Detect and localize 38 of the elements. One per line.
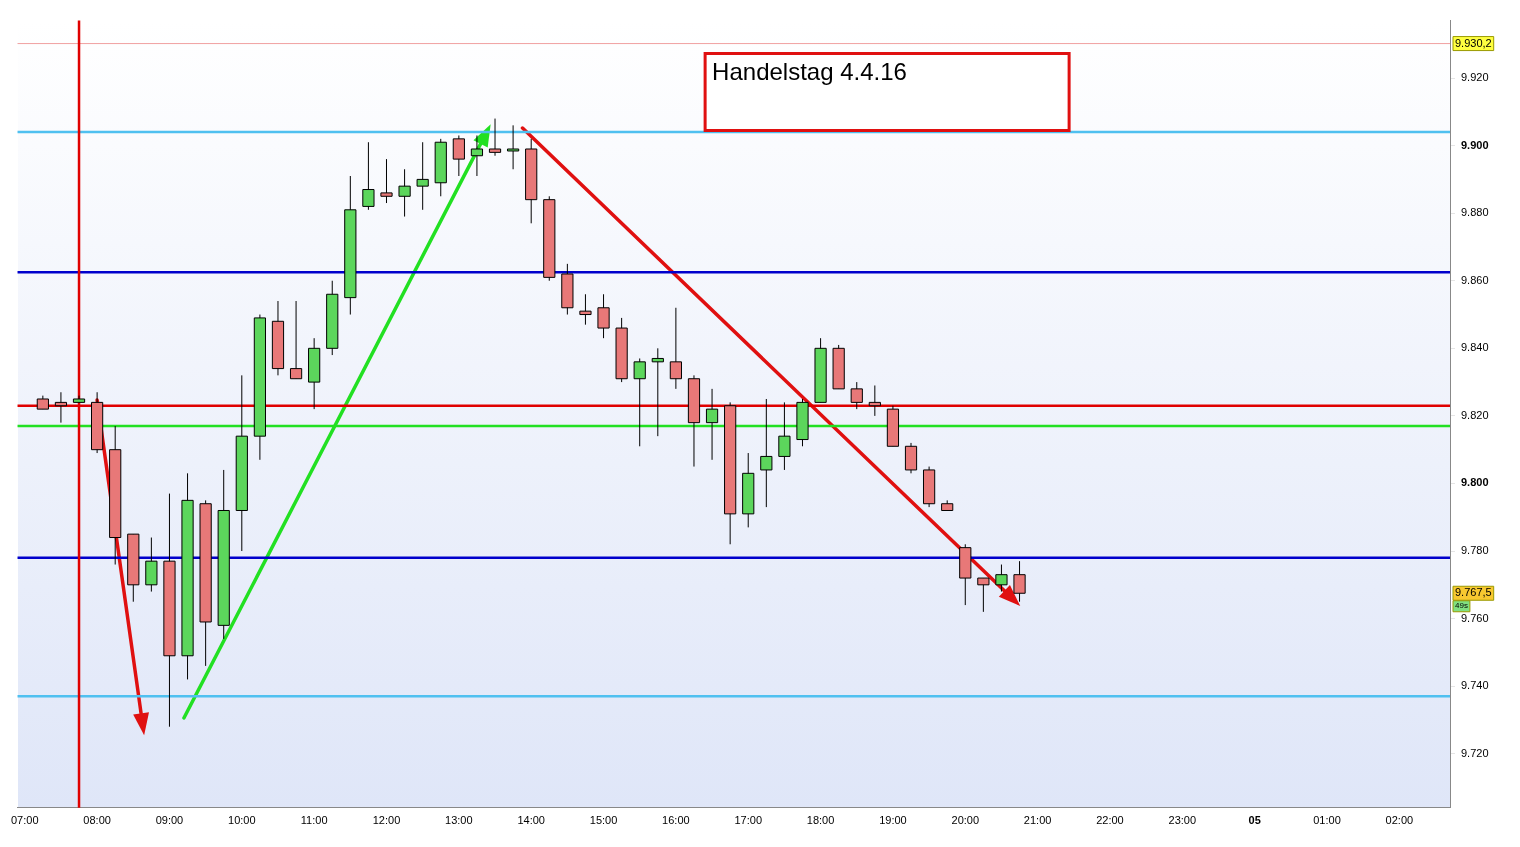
x-tick-label: 17:00 [734,814,762,827]
x-tick-label: 05 [1248,814,1261,827]
y-tick-label: 9.920 [1461,71,1489,84]
y-tick-label: 9.820 [1461,408,1489,421]
y-tick-label: 9.860 [1461,273,1489,286]
text: Handelstag 4.4.16 [712,58,907,86]
x-tick-label: 01:00 [1313,814,1341,827]
y-tick-label: 9.780 [1461,544,1489,557]
x-tick-label: 11:00 [300,814,328,827]
y-tick-label: 9.840 [1461,341,1489,354]
y-tick-label: 9.900 [1461,138,1489,151]
y-tick-label: 9.720 [1461,746,1489,759]
candlestick [1013,560,1026,603]
candlestick [380,158,393,204]
x-tick-label: 14:00 [517,814,545,827]
x-tick-label: 16:00 [662,814,690,827]
y-tick-label: 9.760 [1461,611,1489,624]
x-tick-label: 12:00 [372,814,401,827]
x-tick-label: 15:00 [589,814,618,827]
x-tick-label: 13:00 [445,814,473,827]
x-tick-label: 07:00 [11,814,39,827]
x-tick-label: 23:00 [1168,814,1197,827]
x-tick-label: 10:00 [228,814,256,827]
x-tick-label: 19:00 [879,814,907,827]
x-tick-label: 18:00 [806,814,835,827]
candlestick [597,293,610,339]
x-tick-label: 08:00 [83,814,111,827]
text: 49s [1455,601,1468,611]
y-tick-label: 9.740 [1461,679,1489,692]
x-tick-label: 02:00 [1385,814,1414,827]
y-tick-label: 9.880 [1461,206,1489,219]
x-tick-label: 21:00 [1023,814,1052,827]
ref-line-label: 9.930,2 [1455,36,1492,49]
x-tick-label: 22:00 [1096,814,1124,827]
x-tick-label: 20:00 [951,814,980,827]
x-tick-label: 09:00 [155,814,184,827]
text: 9.767,5 [1455,586,1492,599]
y-tick-label: 9.800 [1461,476,1489,489]
